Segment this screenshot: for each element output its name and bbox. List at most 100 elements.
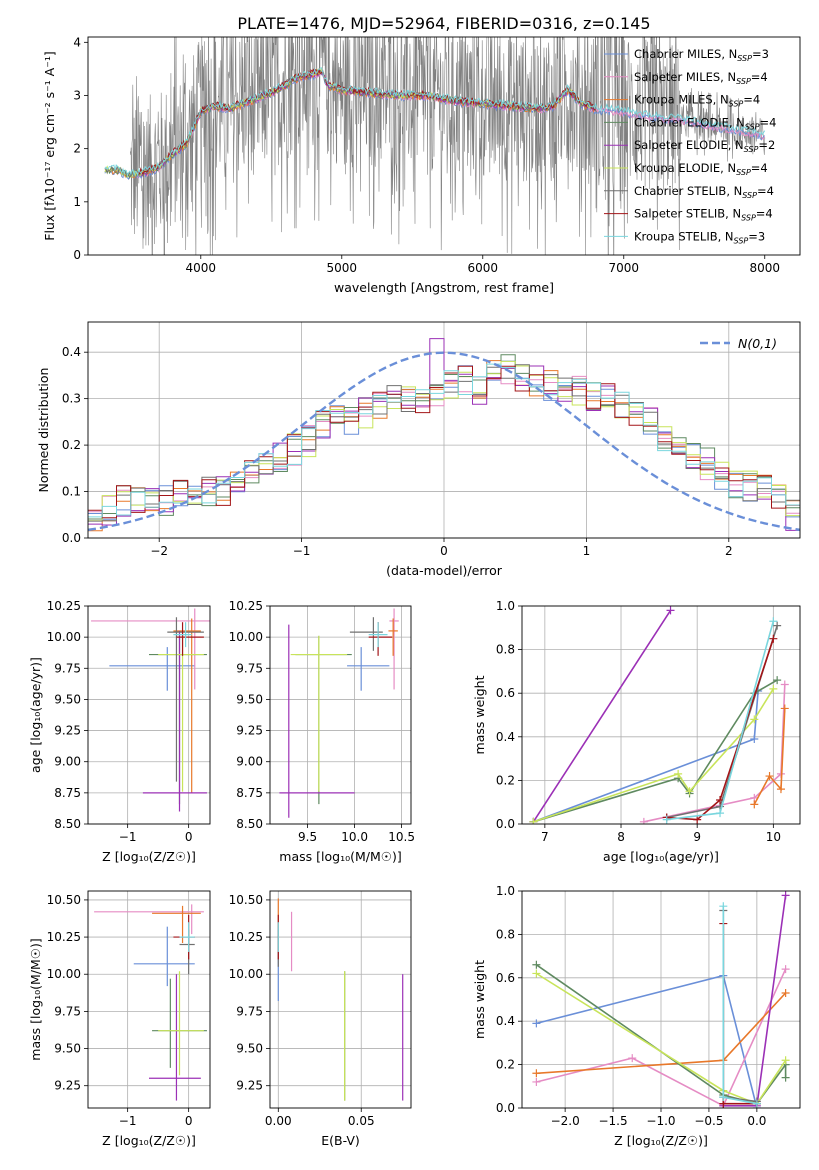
legend-label-salpeter_miles: Salpeter MILES, NSSP=4 <box>634 70 768 86</box>
spectrum-legend: Chabrier MILES, NSSP=3 Salpeter MILES, NS… <box>604 47 776 245</box>
axes-frame <box>269 605 412 825</box>
x-tick-label: 7000 <box>608 261 639 275</box>
y-tick-label: 8.50 <box>236 817 263 831</box>
weight-marker-chabrier_miles <box>532 1019 541 1028</box>
histogram-kroupa_stelib <box>88 363 800 518</box>
weight-line-kroupa_elodie <box>535 972 787 1105</box>
legend-label-salpeter_stelib: Salpeter STELIB, NSSP=4 <box>634 207 773 223</box>
legend-label-kroupa_miles: Kroupa MILES, NSSP=4 <box>634 93 760 109</box>
y-axis-label: Normed distribution <box>36 368 51 493</box>
weight-marker-salpeter_miles <box>639 817 648 824</box>
legend-label-salpeter_elodie: Salpeter ELODIE, NSSP=2 <box>634 138 775 154</box>
x-tick-label: 0 <box>440 544 448 558</box>
y-tick-label: 0.4 <box>496 1014 515 1028</box>
x-axis-label: E(B-V) <box>321 1133 360 1148</box>
y-tick-label: 9.00 <box>54 755 81 769</box>
legend-subscript: SSP <box>745 122 760 131</box>
y-tick-label: 8.50 <box>54 817 81 831</box>
x-tick-label: 8000 <box>749 261 780 275</box>
axes-frame <box>87 36 801 256</box>
y-tick-label: 10.50 <box>47 893 81 907</box>
x-tick-label: 0 <box>185 830 193 844</box>
y-tick-label: 0.8 <box>496 643 515 657</box>
weight-marker-kroupa_elodie <box>769 684 778 693</box>
legend-subscript: SSP <box>741 214 756 223</box>
weight-marker-chabrier_miles <box>750 734 759 743</box>
y-tick-label: 9.75 <box>54 661 81 675</box>
y-tick-label: 9.25 <box>236 724 263 738</box>
x-tick-label: 10.0 <box>341 830 368 844</box>
x-tick-label: 6000 <box>467 261 498 275</box>
legend-subscript: SSP <box>742 191 757 200</box>
y-tick-label: 10.00 <box>47 967 81 981</box>
y-tick-label: 4 <box>73 35 81 49</box>
weight-marker-kroupa_elodie <box>529 817 538 824</box>
legend-subscript: SSP <box>729 100 744 109</box>
x-tick-label: 0.0 <box>747 1114 766 1128</box>
weight-marker-kroupa_stelib <box>752 1099 761 1108</box>
x-tick-label: 9 <box>693 830 701 844</box>
weight-marker-salpeter_stelib <box>693 815 702 824</box>
age-weight-panel: 7 8 9 10 0.0 0.2 0.4 0.6 0.8 1.0 age [log₁₀(age/yr… <box>472 599 801 864</box>
y-tick-label: 10.00 <box>229 967 263 981</box>
x-axis-label: Z [log₁₀(Z/Z☉)] <box>102 849 196 864</box>
x-axis-label: wavelength [Angstrom, rest frame] <box>334 280 554 295</box>
x-axis-label: age [log₁₀(age/yr)] <box>603 849 719 864</box>
y-tick-label: 9.50 <box>236 692 263 706</box>
mass-age-panel: 9.5 10.0 10.5 8.50 8.75 9.00 9.25 9.50 9.75 10.00… <box>229 599 415 864</box>
weight-marker-kroupa_stelib <box>716 809 725 818</box>
axes-frame <box>521 605 801 825</box>
weight-marker-kroupa_miles <box>750 800 759 809</box>
weight-marker-kroupa_stelib <box>719 902 728 911</box>
x-tick-label: 0.05 <box>348 1114 375 1128</box>
y-axis-label: Flux [fλ10⁻¹⁷ erg cm⁻² s⁻¹ A⁻¹] <box>42 51 57 240</box>
data-spectrum-line <box>130 37 766 255</box>
y-tick-label: 0.0 <box>496 1101 515 1115</box>
y-tick-label: 0 <box>73 248 81 262</box>
spectrum-plot-area <box>104 37 766 255</box>
x-tick-label: 9.5 <box>298 830 317 844</box>
weight-marker-chabrier_elodie <box>781 1073 790 1082</box>
x-tick-label: 0 <box>185 1114 193 1128</box>
x-tick-label: 8 <box>617 830 625 844</box>
legend-suffix: =4 <box>757 184 774 198</box>
mass-age-plot-area <box>279 608 399 818</box>
axes-frame <box>87 605 211 825</box>
legend-suffix: =4 <box>751 161 768 175</box>
figure-title: PLATE=1476, MJD=52964, FIBERID=0316, z=0… <box>237 14 650 33</box>
x-tick-label: −1 <box>119 830 137 844</box>
legend-suffix: =3 <box>752 47 769 61</box>
y-tick-label: 10.00 <box>47 630 81 644</box>
x-tick-label: −2.0 <box>551 1114 580 1128</box>
y-tick-label: 0.3 <box>62 392 81 406</box>
y-tick-label: 0.2 <box>496 1058 515 1072</box>
y-tick-label: 9.25 <box>236 1079 263 1093</box>
y-tick-label: 1 <box>73 195 81 209</box>
weight-line-chabrier_stelib <box>666 625 778 819</box>
x-tick-label: −1 <box>293 544 311 558</box>
ebv-mass-panel: 0.00 0.05 9.25 9.50 9.75 10.00 10.25 10.50 E(B-V… <box>229 890 412 1148</box>
legend-label-chabrier_elodie: Chabrier ELODIE, NSSP=4 <box>634 115 776 131</box>
x-tick-label: −1.5 <box>598 1114 627 1128</box>
x-tick-label: 0.00 <box>265 1114 292 1128</box>
legend-suffix: =4 <box>756 207 773 221</box>
y-tick-label: 9.25 <box>54 724 81 738</box>
y-tick-label: 0.0 <box>62 531 81 545</box>
weight-marker-salpeter_elodie <box>781 891 790 900</box>
y-tick-label: 1.0 <box>496 599 515 613</box>
y-tick-label: 0.2 <box>496 773 515 787</box>
weight-line-salpeter_miles <box>643 684 786 823</box>
y-axis-label: mass weight <box>472 675 487 754</box>
weight-marker-kroupa_elodie <box>781 1056 790 1065</box>
z-weight-plot-area <box>532 891 790 1108</box>
x-axis-label: (data-model)/error <box>386 563 503 578</box>
legend-label-normal: N(0,1) <box>738 336 777 351</box>
weight-line-kroupa_stelib <box>666 621 775 821</box>
z-mass-panel: −1 0 9.25 9.50 9.75 10.00 10.25 10.50 Z [log₁₀(Z… <box>28 890 211 1148</box>
weight-marker-salpeter_miles <box>628 1054 637 1063</box>
y-tick-label: 10.25 <box>47 599 81 613</box>
weight-line-chabrier_miles <box>533 690 759 823</box>
weight-line-chabrier_stelib <box>722 910 758 1103</box>
x-axis-label: Z [log₁₀(Z/Z☉)] <box>614 1133 708 1148</box>
age-weight-plot-area <box>529 606 789 824</box>
